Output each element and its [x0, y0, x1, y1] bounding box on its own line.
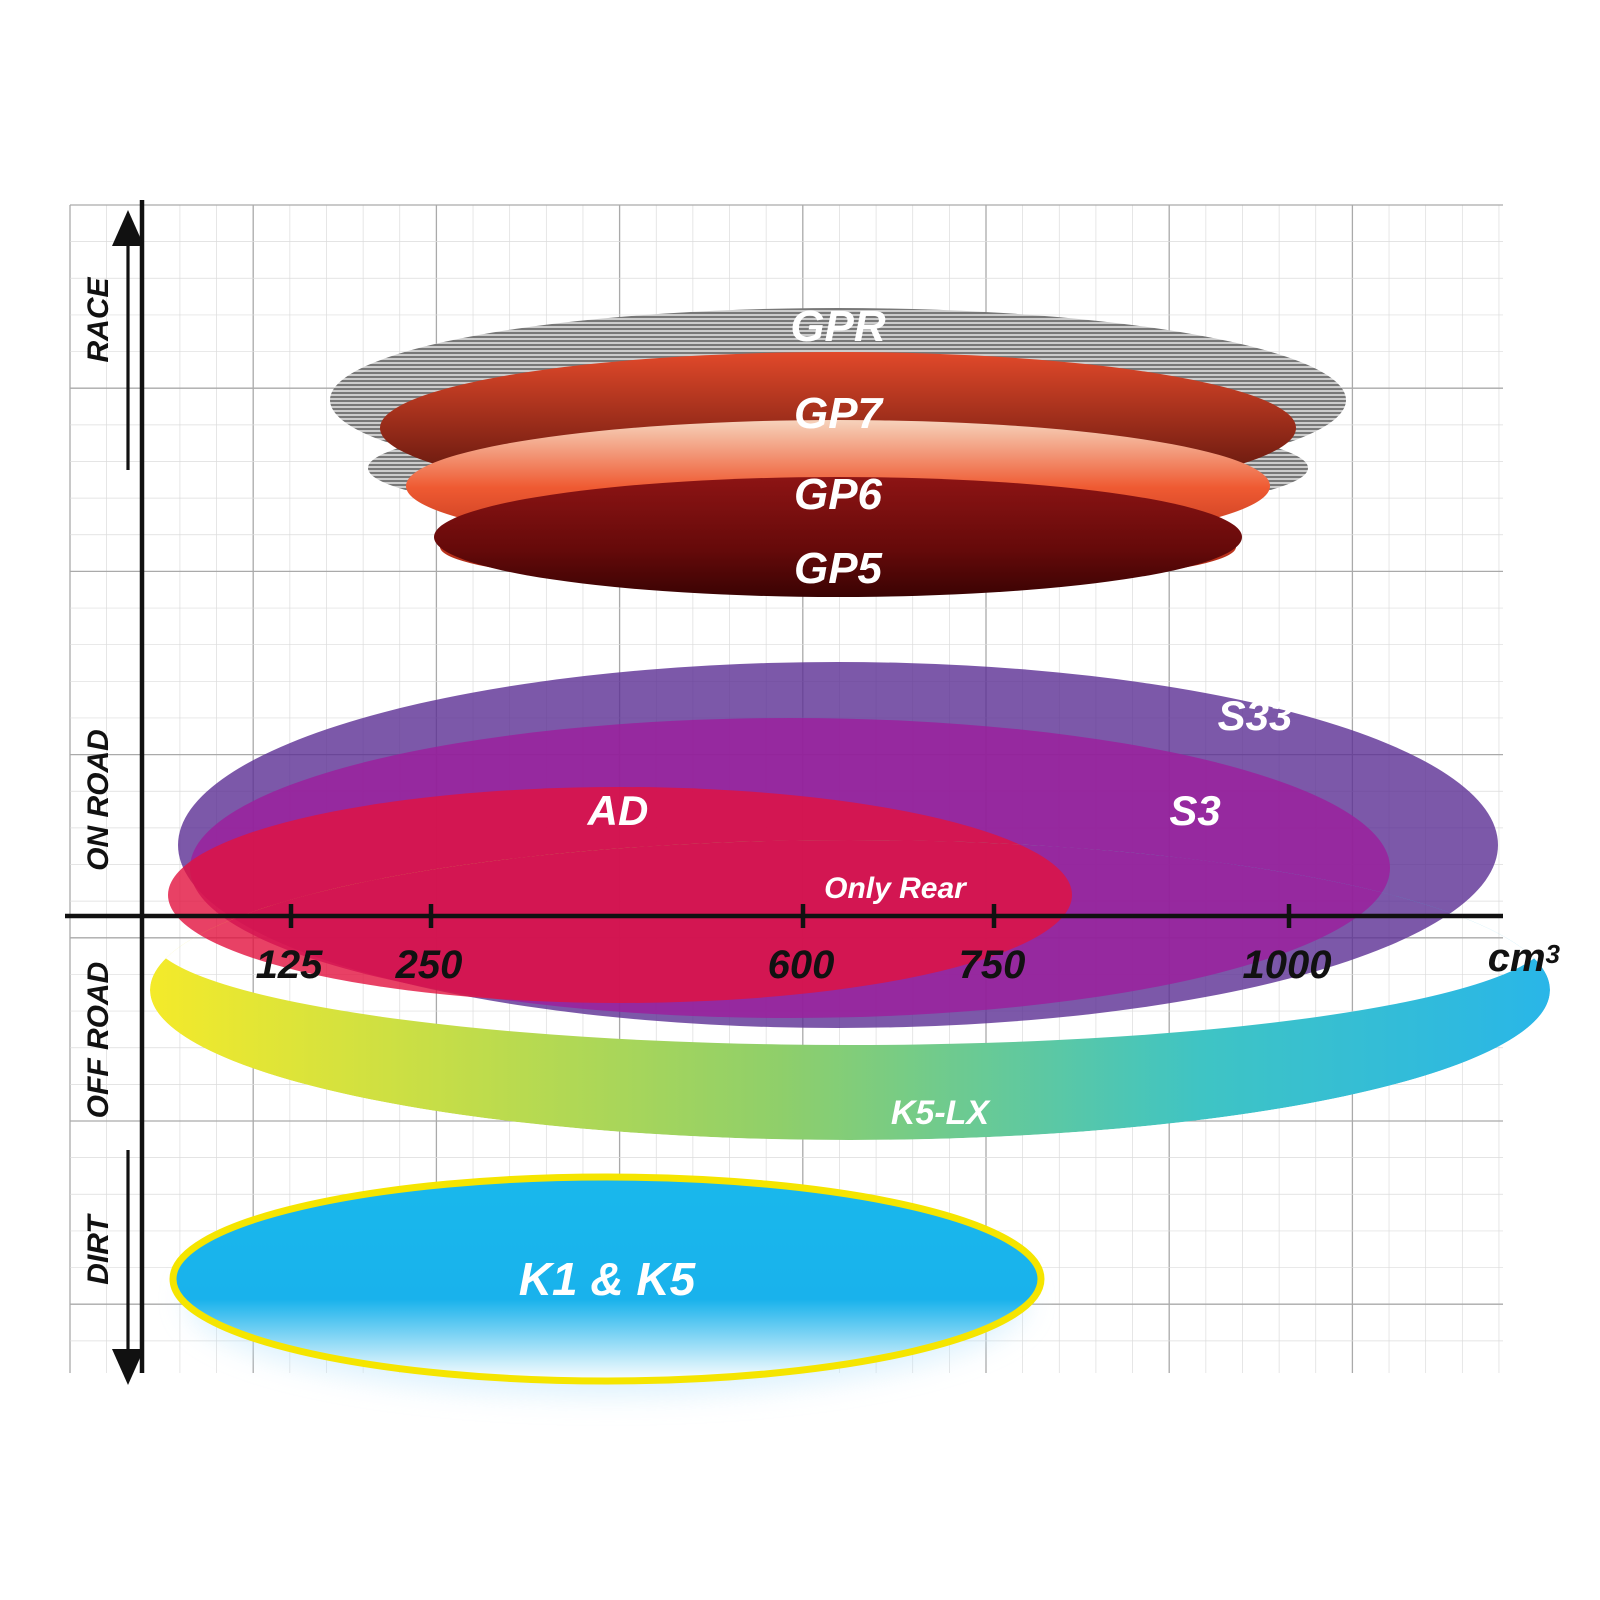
svg-text:GP7: GP7 [794, 389, 885, 438]
svg-text:RACE: RACE [82, 277, 115, 363]
svg-text:OFF ROAD: OFF ROAD [82, 962, 115, 1119]
svg-text:750: 750 [959, 943, 1026, 987]
svg-text:S3: S3 [1169, 787, 1220, 834]
svg-text:GP6: GP6 [794, 470, 883, 519]
svg-text:S33: S33 [1218, 692, 1293, 739]
svg-text:Only Rear: Only Rear [824, 872, 968, 905]
svg-text:K1 & K5: K1 & K5 [519, 1253, 697, 1305]
svg-text:AD: AD [587, 787, 649, 834]
svg-text:125: 125 [256, 943, 323, 987]
svg-text:ON ROAD: ON ROAD [82, 729, 115, 871]
svg-text:GPR: GPR [790, 302, 886, 351]
svg-text:250: 250 [395, 943, 463, 987]
svg-text:DIRT: DIRT [82, 1213, 115, 1285]
svg-text:1000: 1000 [1243, 943, 1332, 987]
svg-text:GP5: GP5 [794, 544, 883, 593]
svg-text:K5-LX: K5-LX [891, 1094, 992, 1132]
svg-text:600: 600 [768, 943, 835, 987]
